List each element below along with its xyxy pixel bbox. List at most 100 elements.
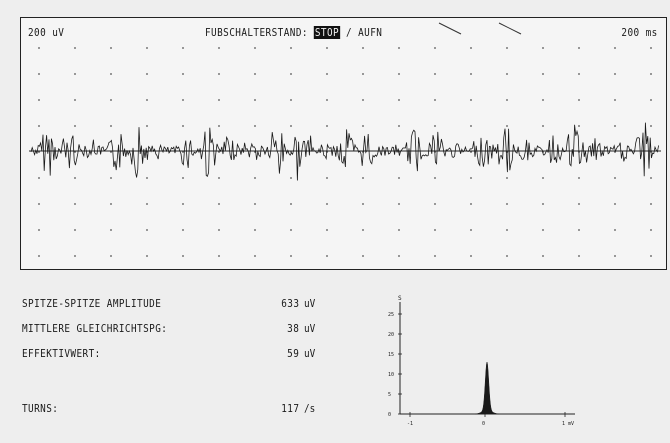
grid-dot — [434, 125, 436, 127]
grid-dot — [218, 151, 220, 153]
grid-dot — [542, 229, 544, 231]
grid-dots — [38, 47, 652, 257]
emg-trace-display — [29, 22, 661, 257]
grid-dot — [110, 99, 112, 101]
grid-dot — [146, 177, 148, 179]
amplitude-scale-label: 200 uV — [28, 26, 65, 39]
grid-dot — [38, 229, 40, 231]
grid-dot — [650, 73, 652, 75]
grid-dot — [542, 125, 544, 127]
grid-dot — [110, 229, 112, 231]
grid-dot — [326, 255, 328, 257]
grid-dot — [650, 229, 652, 231]
measurement-value-peak-to-peak: 633 — [280, 297, 299, 310]
grid-dot — [146, 47, 148, 49]
grid-dot — [542, 177, 544, 179]
grid-dot — [110, 177, 112, 179]
grid-dot — [146, 125, 148, 127]
oscilloscope-panel: 200 uV FUBSCHALTERSTAND: STOP / AUFN 200… — [20, 17, 667, 270]
grid-dot — [290, 203, 292, 205]
grid-dot — [578, 203, 580, 205]
measurement-value-rms: 59 — [286, 347, 299, 360]
footswitch-stop-state[interactable]: STOP — [313, 26, 340, 39]
footswitch-label: FUBSCHALTERSTAND: — [205, 26, 308, 39]
histogram-peak — [474, 361, 500, 415]
measurement-value-mean-rectified: 38 — [286, 322, 299, 335]
histogram-y-tick-label: 25 — [388, 312, 394, 318]
grid-dot — [290, 73, 292, 75]
grid-dot — [470, 99, 472, 101]
grid-dot — [182, 125, 184, 127]
grid-dot — [470, 73, 472, 75]
histogram-y-tick-label: 15 — [388, 352, 394, 358]
grid-dot — [362, 125, 364, 127]
grid-dot — [362, 203, 364, 205]
grid-dot — [254, 73, 256, 75]
marker-tick-a — [438, 22, 462, 35]
grid-dot — [326, 73, 328, 75]
amplitude-histogram: S 25 20 15 10 5 0 -1 0 1 mV — [388, 295, 575, 427]
grid-dot — [650, 255, 652, 257]
grid-dot — [74, 73, 76, 75]
grid-dot — [110, 47, 112, 49]
grid-dot — [326, 99, 328, 101]
grid-dot — [290, 47, 292, 49]
grid-dot — [254, 47, 256, 49]
histogram-x-tick-label: 0 — [482, 421, 485, 427]
grid-dot — [542, 203, 544, 205]
grid-dot — [398, 47, 400, 49]
histogram-y-axis-marker: S — [398, 295, 402, 302]
grid-dot — [362, 99, 364, 101]
grid-dot — [470, 47, 472, 49]
grid-dot — [38, 47, 40, 49]
grid-dot — [38, 151, 40, 153]
grid-dot — [470, 151, 472, 153]
grid-dot — [254, 229, 256, 231]
grid-dot — [254, 255, 256, 257]
grid-dot — [434, 73, 436, 75]
grid-dot — [326, 203, 328, 205]
measurement-label-turns: TURNS: — [22, 402, 59, 415]
footswitch-record-state[interactable]: AUFN — [358, 26, 383, 39]
histogram-x-ticks: -1 0 1 mV — [407, 412, 574, 427]
grid-dot — [110, 255, 112, 257]
grid-dot — [110, 203, 112, 205]
marker-tick-b — [498, 22, 522, 35]
grid-dot — [74, 255, 76, 257]
grid-dot — [578, 125, 580, 127]
grid-dot — [506, 73, 508, 75]
grid-dot — [254, 203, 256, 205]
footswitch-separator: / — [345, 26, 353, 39]
grid-dot — [614, 125, 616, 127]
grid-dot — [650, 177, 652, 179]
grid-dot — [290, 229, 292, 231]
grid-dot — [506, 125, 508, 127]
footswitch-status: FUBSCHALTERSTAND: STOP / AUFN — [205, 26, 382, 39]
grid-dot — [650, 99, 652, 101]
grid-dot — [38, 203, 40, 205]
measurement-value-turns: 117 — [280, 402, 299, 415]
grid-dot — [38, 255, 40, 257]
grid-dot — [650, 125, 652, 127]
grid-dot — [470, 177, 472, 179]
grid-dot — [614, 47, 616, 49]
grid-dot — [434, 255, 436, 257]
grid-dot — [290, 255, 292, 257]
measurement-unit-peak-to-peak: uV — [304, 297, 316, 310]
grid-dot — [38, 125, 40, 127]
grid-dot — [398, 229, 400, 231]
grid-dot — [578, 99, 580, 101]
grid-dot — [578, 73, 580, 75]
histogram-y-ticks: 25 20 15 10 5 0 — [388, 312, 402, 418]
grid-dot — [362, 73, 364, 75]
grid-dot — [614, 229, 616, 231]
grid-dot — [74, 229, 76, 231]
emg-signal-trace — [30, 122, 659, 181]
grid-dot — [650, 47, 652, 49]
grid-dot — [434, 229, 436, 231]
grid-dot — [578, 47, 580, 49]
measurement-label-rms: EFFEKTIVWERT: — [22, 347, 101, 360]
grid-dot — [74, 177, 76, 179]
grid-dot — [218, 125, 220, 127]
grid-dot — [614, 255, 616, 257]
